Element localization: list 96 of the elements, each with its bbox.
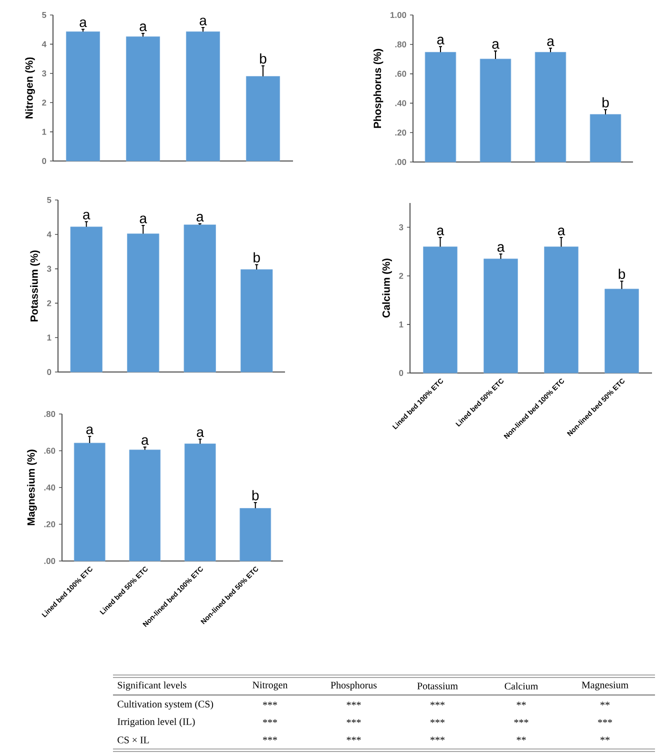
bar <box>240 508 272 562</box>
text: *** <box>346 719 361 723</box>
text: *** <box>598 719 612 723</box>
category-label: Magnesium <box>582 682 628 690</box>
annotation: a <box>196 214 204 222</box>
text: *** <box>346 702 361 706</box>
category-label: Potassium <box>417 682 458 690</box>
text: *** <box>263 702 277 706</box>
bar <box>129 450 161 562</box>
annotation: a <box>437 36 444 44</box>
bar <box>544 246 578 374</box>
text: *** <box>430 736 444 740</box>
text: Cultivation system (CS) <box>118 700 214 710</box>
y-tick-label: .60 <box>44 448 56 454</box>
text: *** <box>346 736 361 740</box>
bar <box>484 258 518 374</box>
text: *** <box>430 719 444 723</box>
y-tick-label: .00 <box>395 159 406 165</box>
annotation: a <box>83 212 90 220</box>
annotation: a <box>196 429 204 437</box>
annotation: a <box>200 18 207 26</box>
y-tick-label: .40 <box>44 484 56 490</box>
bar <box>423 246 458 374</box>
annotation: a <box>492 41 500 49</box>
text: *** <box>430 702 444 706</box>
y-tick-label: .60 <box>395 70 406 77</box>
category-label: Phosphorus <box>330 681 377 691</box>
category-label: Calcium <box>504 682 538 690</box>
bar <box>186 31 220 162</box>
annotation: b <box>260 53 266 64</box>
bar <box>66 31 100 162</box>
text: Irrigation level (IL) <box>118 718 195 728</box>
bar <box>590 114 622 162</box>
y-tick-label: 1 <box>399 322 404 328</box>
annotation: a <box>86 426 94 434</box>
y-axis-title: Nitrogen (%) <box>25 57 35 118</box>
annotation: a <box>140 24 147 32</box>
annotation: b <box>618 268 626 280</box>
annotation: a <box>140 216 148 224</box>
y-tick-label: 3 <box>46 266 52 272</box>
category-label: Nitrogen <box>252 682 288 690</box>
y-axis-title: Phosphorus (%) <box>373 48 384 128</box>
text: *** <box>263 736 277 740</box>
bar <box>240 269 273 372</box>
bar <box>74 442 106 562</box>
y-axis-title: Calcium (%) <box>382 258 392 318</box>
category-label: Significant levels <box>118 681 186 691</box>
y-tick-label: 0 <box>42 158 46 164</box>
y-tick-label: 2 <box>47 300 52 306</box>
y-tick-label: .20 <box>395 130 406 136</box>
annotation: a <box>497 244 505 252</box>
bar <box>184 224 216 372</box>
annotation: b <box>602 97 609 108</box>
bar <box>534 52 566 162</box>
text: ** <box>600 736 610 740</box>
y-tick-label: 5 <box>42 12 46 18</box>
annotation: b <box>254 252 260 262</box>
bar <box>246 76 280 162</box>
y-tick-label: 2 <box>42 100 46 106</box>
y-tick-label: 0 <box>47 369 52 375</box>
bar <box>184 444 216 562</box>
bar <box>126 36 160 162</box>
text: *** <box>514 719 528 723</box>
text: ** <box>516 736 526 740</box>
y-tick-label: 3 <box>42 70 46 76</box>
text: CS × IL <box>118 736 149 744</box>
y-tick-label: 1 <box>42 128 46 135</box>
annotation: a <box>80 19 87 28</box>
y-tick-label: .80 <box>395 41 406 48</box>
bar <box>70 226 102 372</box>
y-axis-title: Magnesium (%) <box>27 450 37 526</box>
y-tick-label: 4 <box>46 231 52 238</box>
y-tick-label: .80 <box>44 411 56 417</box>
annotation: a <box>547 38 554 46</box>
annotation: b <box>252 490 259 500</box>
bar <box>127 234 160 372</box>
y-axis-title: Potassium (%) <box>30 250 40 322</box>
annotation: a <box>142 437 149 445</box>
y-tick-label: 5 <box>47 197 52 203</box>
y-tick-label: 1.00 <box>390 12 406 18</box>
annotation: a <box>558 228 566 236</box>
y-tick-label: 0 <box>399 370 404 376</box>
text: ** <box>516 702 526 706</box>
y-tick-label: 1 <box>47 334 52 341</box>
y-tick-label: .20 <box>44 521 56 528</box>
annotation: a <box>436 228 444 236</box>
bar <box>604 288 639 374</box>
y-tick-label: 3 <box>398 224 404 230</box>
y-tick-label: 2 <box>399 272 404 279</box>
y-tick-label: .40 <box>395 100 406 106</box>
bar <box>480 58 512 162</box>
text: *** <box>263 719 277 723</box>
text: ** <box>600 702 610 706</box>
y-tick-label: 4 <box>42 41 46 48</box>
bar <box>424 52 456 162</box>
y-tick-label: .00 <box>44 558 56 564</box>
